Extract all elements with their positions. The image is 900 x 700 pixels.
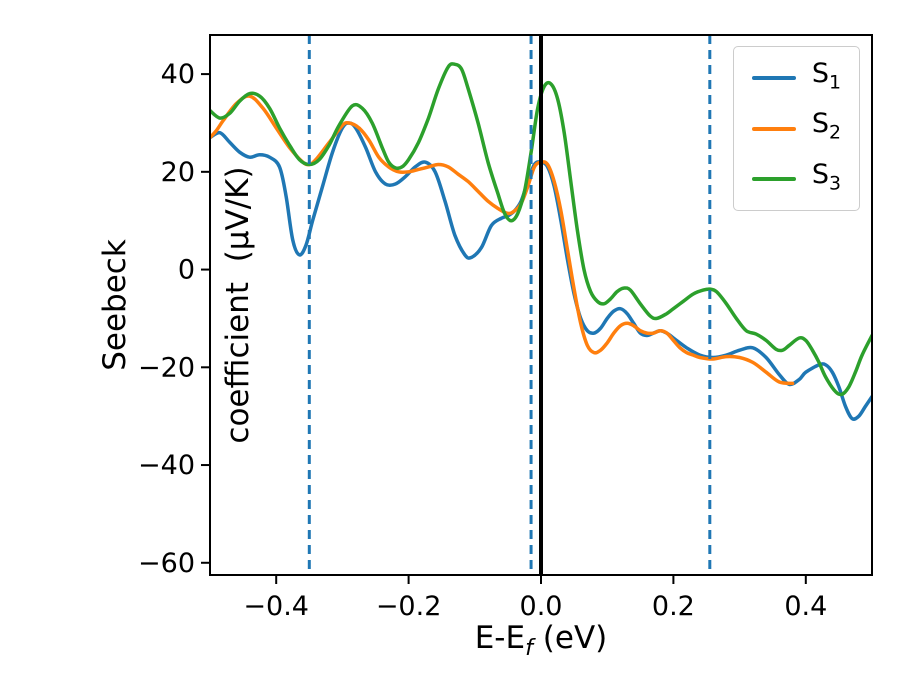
- y-tick-label: 40: [161, 59, 195, 90]
- x-tick-label: 0.4: [784, 591, 827, 622]
- y-axis-label-line2: coefficient (μV/K): [220, 166, 256, 444]
- x-tick-label: 0.0: [520, 591, 563, 622]
- legend-line-sample: [751, 76, 796, 81]
- legend-line-sample: [751, 176, 796, 181]
- x-axis-label-unit: (eV): [532, 620, 608, 656]
- x-tick-label: 0.2: [652, 591, 695, 622]
- legend-entry-s3: S3: [751, 158, 841, 198]
- y-tick-label: 0: [178, 255, 195, 286]
- y-tick-label: −40: [138, 450, 195, 481]
- y-axis-label: Seebeck coefficient (μV/K): [13, 25, 256, 585]
- x-axis-label-sub: f: [525, 635, 533, 662]
- x-tick-label: −0.2: [376, 591, 442, 622]
- legend: S1 S2 S3: [732, 46, 860, 212]
- legend-label: S2: [811, 108, 841, 144]
- x-axis-label-base: E-E: [474, 620, 526, 656]
- legend-entry-s1: S1: [751, 58, 841, 97]
- y-tick-label: −20: [138, 352, 195, 383]
- y-tick-label: −60: [138, 548, 195, 579]
- legend-label: S1: [811, 58, 841, 94]
- x-tick-label: −0.4: [243, 591, 309, 622]
- y-tick-label: 20: [161, 157, 195, 188]
- legend-line-sample: [751, 126, 796, 131]
- legend-label: S3: [811, 158, 841, 195]
- y-axis-label-line1: Seebeck: [97, 239, 133, 371]
- series-line-s3: [210, 62, 872, 397]
- legend-entry-s2: S2: [751, 108, 841, 147]
- x-axis-label: E-Ef (eV): [210, 620, 872, 661]
